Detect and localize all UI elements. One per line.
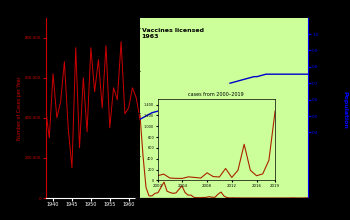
Title: cases from 2000–2019: cases from 2000–2019 bbox=[189, 92, 244, 97]
Text: Vaccines licensed
1963: Vaccines licensed 1963 bbox=[141, 28, 203, 39]
Text: Population: Population bbox=[342, 91, 347, 129]
Y-axis label: Number of Cases per Year: Number of Cases per Year bbox=[17, 76, 22, 140]
